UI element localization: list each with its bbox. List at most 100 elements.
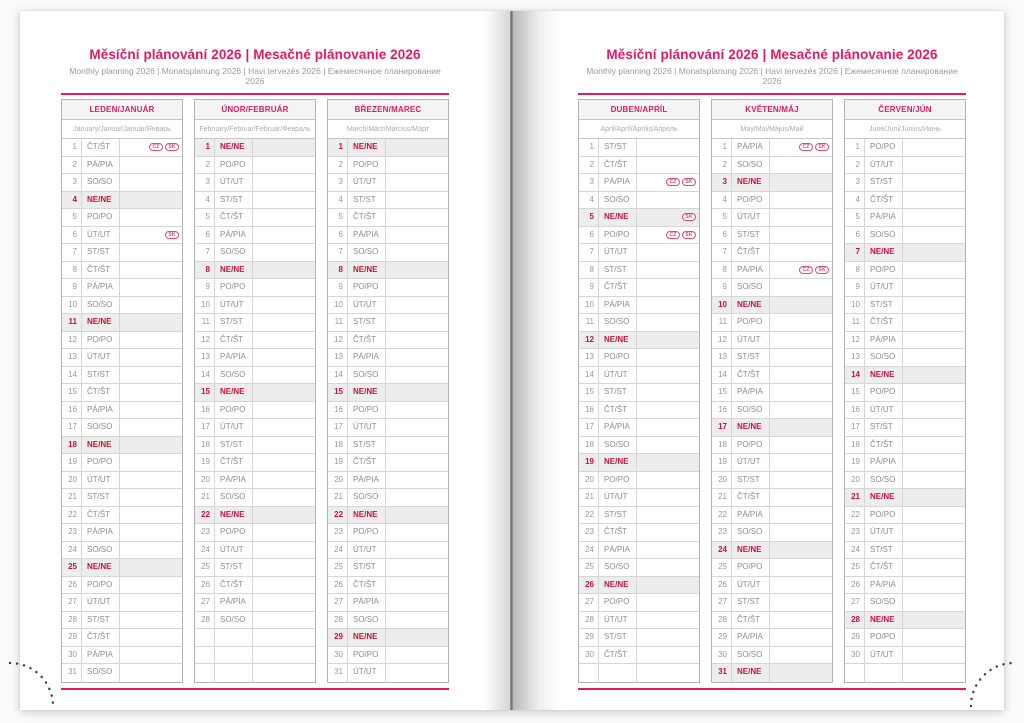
day-notes-cell (770, 454, 832, 471)
day-notes-cell (386, 559, 448, 576)
day-number-cell: 19 (845, 454, 865, 471)
day-number-cell: 28 (579, 611, 599, 628)
day-row-8: 8 PÁ/PIA CZ SK (712, 261, 832, 279)
day-notes-cell (386, 629, 448, 646)
day-row-7: 7 ÚT/UT (579, 244, 699, 262)
day-row-12: 12 PÁ/PIA (845, 331, 965, 349)
day-abbrev-cell: SO/SO (215, 611, 253, 628)
day-abbrev-cell: SO/SO (348, 244, 386, 261)
day-notes-cell (253, 402, 315, 419)
day-number-cell: 14 (195, 366, 215, 383)
day-notes-cell (120, 192, 182, 209)
day-number-cell: 27 (712, 594, 732, 611)
cz-holiday-badge-icon: CZ (799, 265, 813, 274)
day-row-26: 26 ČT/ŠT (328, 576, 448, 594)
day-abbrev-cell: SO/SO (732, 279, 770, 296)
day-abbrev-cell: NE/NE (732, 296, 770, 313)
month-tables-row: DUBEN/APRÍL April/Apríl/Április/Апрель 1 ST… (578, 99, 966, 683)
month-table: ÚNOR/FEBRUÁR February/Februar/Február/Фев… (194, 99, 316, 683)
day-abbrev-cell: ČT/ŠT (732, 366, 770, 383)
day-notes-cell (386, 437, 448, 454)
day-abbrev-cell: ÚT/UT (82, 226, 120, 243)
day-row-27: 27 SO/SO (845, 594, 965, 612)
day-abbrev-cell: PÁ/PIA (732, 629, 770, 646)
day-number-cell: 25 (845, 559, 865, 576)
day-abbrev-cell: ÚT/UT (599, 611, 637, 628)
day-abbrev-cell: ČT/ŠT (215, 331, 253, 348)
day-number-cell: 18 (845, 436, 865, 453)
day-row-31: 31 SO/SO (62, 664, 182, 682)
day-row-16: 16 PO/PO (328, 401, 448, 419)
day-row-9: 9 ÚT/UT (845, 279, 965, 297)
day-number-cell: 18 (579, 436, 599, 453)
day-number-cell: 11 (579, 314, 599, 331)
day-number-cell: 23 (328, 524, 348, 541)
day-notes-cell (386, 297, 448, 314)
day-row-28: 28 ČT/ŠT (712, 611, 832, 629)
day-abbrev-cell: ČT/ŠT (348, 331, 386, 348)
day-notes-cell (637, 139, 699, 156)
day-row-5: 5 PÁ/PIA (845, 209, 965, 227)
day-number-cell: 30 (712, 646, 732, 663)
day-number-cell: 27 (62, 594, 82, 611)
day-row-19: 19 NE/NE (579, 454, 699, 472)
day-row-18: 18 NE/NE (62, 436, 182, 454)
day-number-cell: 7 (195, 244, 215, 261)
day-number-cell: 31 (712, 664, 732, 682)
day-number-cell: 4 (712, 191, 732, 208)
cz-holiday-badge-icon: CZ (799, 143, 813, 152)
day-number-cell: 16 (195, 401, 215, 418)
day-notes-cell (770, 489, 832, 506)
month-languages: June/Juni/Június/Июнь (845, 120, 965, 139)
day-abbrev-cell: NE/NE (215, 261, 253, 278)
day-abbrev-cell: ST/ST (599, 261, 637, 278)
day-notes-cell (903, 349, 965, 366)
day-number-cell: 15 (195, 384, 215, 401)
day-row-7: 7 NE/NE (845, 244, 965, 262)
day-row-4: 4 PO/PO (712, 191, 832, 209)
day-number-cell: 8 (195, 261, 215, 278)
day-abbrev-cell: PO/PO (82, 331, 120, 348)
day-number-cell: 9 (195, 279, 215, 296)
day-row-6: 6 ÚT/UT SK (62, 226, 182, 244)
day-abbrev-cell: SO/SO (82, 664, 120, 682)
day-notes-cell (386, 227, 448, 244)
day-row-28: 28 SO/SO (328, 611, 448, 629)
day-number-cell: 16 (579, 401, 599, 418)
day-row-22: 22 PÁ/PIA (712, 506, 832, 524)
day-number-cell: 25 (195, 559, 215, 576)
day-row-31: 31 NE/NE (712, 664, 832, 682)
day-row-28: 28 NE/NE (845, 611, 965, 629)
day-abbrev-cell: ČT/ŠT (215, 209, 253, 226)
day-row-30: 30 PO/PO (328, 646, 448, 664)
day-row-26: 26 NE/NE (579, 576, 699, 594)
day-abbrev-cell: SO/SO (732, 401, 770, 418)
day-row-28: 28 SO/SO (195, 611, 315, 629)
day-row-6: 6 PÁ/PIA (195, 226, 315, 244)
day-abbrev-cell: PO/PO (348, 279, 386, 296)
day-row-10: 10 ÚT/UT (328, 296, 448, 314)
day-number-cell (195, 664, 215, 682)
day-row-11: 11 ST/ST (195, 314, 315, 332)
page-subtitle: Monthly planning 2026 | Monatsplanung 20… (69, 66, 441, 86)
day-abbrev-cell: ČT/ŠT (599, 156, 637, 173)
day-notes-cell (253, 612, 315, 629)
day-abbrev-cell: PO/PO (865, 506, 903, 523)
day-row-6: 6 PÁ/PIA (328, 226, 448, 244)
day-row-16: 16 PO/PO (195, 401, 315, 419)
day-notes-cell (903, 157, 965, 174)
day-row-25: 25 ČT/ŠT (845, 559, 965, 577)
day-number-cell: 21 (328, 489, 348, 506)
day-number-cell: 11 (845, 314, 865, 331)
day-abbrev-cell: PÁ/PIA (215, 349, 253, 366)
day-notes-cell (903, 139, 965, 156)
day-notes-cell (637, 542, 699, 559)
day-row-22: 22 PO/PO (845, 506, 965, 524)
day-number-cell: 21 (845, 489, 865, 506)
day-notes-cell (903, 384, 965, 401)
day-number-cell: 29 (328, 629, 348, 646)
day-row-24: 24 PÁ/PIA (579, 541, 699, 559)
day-notes-cell (637, 664, 699, 682)
day-row-15: 15 PÁ/PIA (712, 384, 832, 402)
day-number-cell: 19 (328, 454, 348, 471)
